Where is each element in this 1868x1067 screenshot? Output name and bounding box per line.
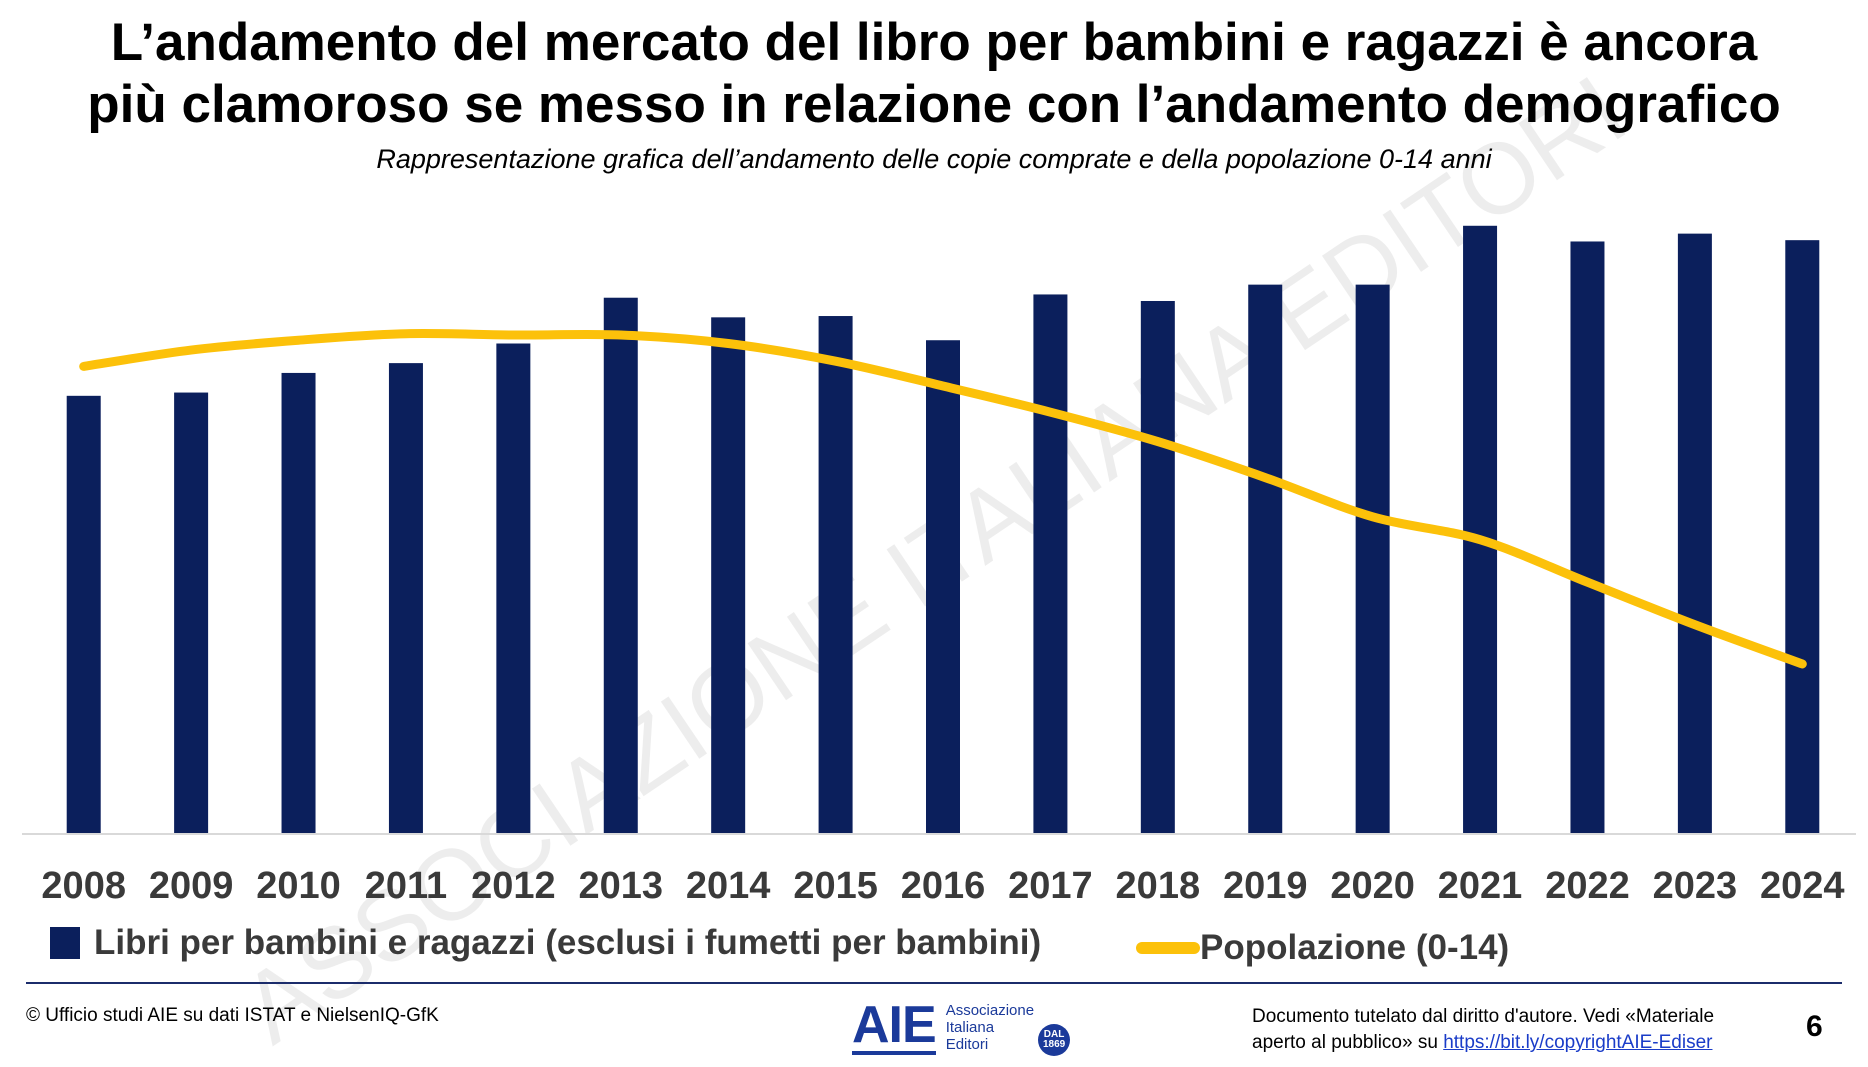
tick-label-2009: 2009: [149, 865, 234, 907]
legend-population-label: Popolazione (0-14): [1200, 928, 1510, 967]
bar-2013: [603, 297, 638, 835]
bar-2009: [174, 392, 209, 834]
logo-text: Associazione Italiana Editori: [946, 1002, 1034, 1053]
tick-label-2010: 2010: [256, 865, 341, 907]
logo-text-line-2: Italiana: [945, 1018, 995, 1036]
bar-2021: [1463, 225, 1498, 834]
legend-item-population: Popolazione (0-14): [1136, 923, 1509, 973]
logo-text-line-1: Associazione: [945, 1001, 1035, 1019]
bar-series: [66, 225, 1820, 835]
bar-2022: [1570, 241, 1605, 834]
bar-2010: [281, 372, 316, 834]
legend-item-books: Libri per bambini e ragazzi (esclusi i f…: [50, 918, 1041, 968]
bar-2015: [818, 316, 853, 835]
aie-logo: AIE Associazione Italiana Editori DAL 186…: [852, 996, 1071, 1056]
tick-label-2011: 2011: [365, 865, 447, 907]
bar-2018: [1140, 300, 1175, 834]
legend-bar-swatch: [50, 927, 80, 959]
tick-label-2013: 2013: [578, 865, 663, 907]
bar-2008: [66, 395, 101, 834]
slide-subtitle: Rappresentazione grafica dell’andamento …: [376, 144, 1492, 174]
legend-books-label: Libri per bambini e ragazzi (esclusi i f…: [94, 923, 1042, 962]
chart: 2008 2009 2010 2011 2012 2013 2014 2015 2016 2017…: [22, 225, 1856, 907]
bar-2014: [711, 317, 746, 835]
tick-label-2015: 2015: [793, 865, 878, 907]
bar-2023: [1677, 233, 1712, 835]
tick-label-2023: 2023: [1653, 865, 1738, 907]
bar-2016: [926, 340, 960, 834]
tick-label-2016: 2016: [901, 865, 986, 907]
title-line-2: più clamoroso se messo in relazione con …: [87, 75, 1781, 134]
logo-text-line-3: Editori: [945, 1035, 989, 1053]
tick-label-2021: 2021: [1438, 865, 1523, 907]
copyright-link[interactable]: https://bit.ly/copyrightAIE-Ediser: [1443, 1032, 1713, 1053]
page-number: 6: [1806, 1010, 1823, 1043]
tick-label-2024: 2024: [1760, 865, 1845, 907]
tick-label-2022: 2022: [1545, 865, 1630, 907]
population-line: [79, 328, 1807, 669]
tick-label-2012: 2012: [471, 865, 556, 907]
bar-2024: [1785, 240, 1820, 835]
legend-line-swatch: [1136, 942, 1200, 954]
tick-label-2020: 2020: [1330, 865, 1415, 907]
bar-2012: [496, 343, 531, 834]
bar-2020: [1355, 284, 1390, 834]
title-line-1: L’andamento del mercato del libro per ba…: [110, 13, 1758, 72]
tick-label-2014: 2014: [686, 865, 771, 907]
logo-seal-line-1: DAL: [1043, 1029, 1065, 1040]
x-axis-tick-labels: 2008 2009 2010 2011 2012 2013 2014 2015 2016 2017…: [41, 865, 1844, 907]
bar-2019: [1248, 284, 1283, 834]
footer-source: © Ufficio studi AIE su dati ISTAT e Niel…: [26, 1005, 439, 1026]
tick-label-2017: 2017: [1008, 865, 1093, 907]
logo-seal-line-2: 1869: [1042, 1039, 1066, 1050]
footer-rights-text: Documento tutelato dal diritto d'autore.…: [1252, 1006, 1715, 1053]
tick-label-2018: 2018: [1116, 865, 1201, 907]
tick-label-2008: 2008: [41, 865, 126, 907]
bar-2017: [1033, 294, 1068, 834]
slide-title: L’andamento del mercato del libro per ba…: [0, 12, 1868, 136]
tick-label-2019: 2019: [1223, 865, 1308, 907]
bar-2011: [388, 363, 423, 834]
logo-seal: DAL 1869: [1038, 1024, 1071, 1056]
footer-divider: [26, 982, 1842, 984]
logo-mark: AIE: [852, 996, 937, 1055]
footer-rights: Documento tutelato dal diritto d'autore.…: [1252, 1004, 1752, 1056]
